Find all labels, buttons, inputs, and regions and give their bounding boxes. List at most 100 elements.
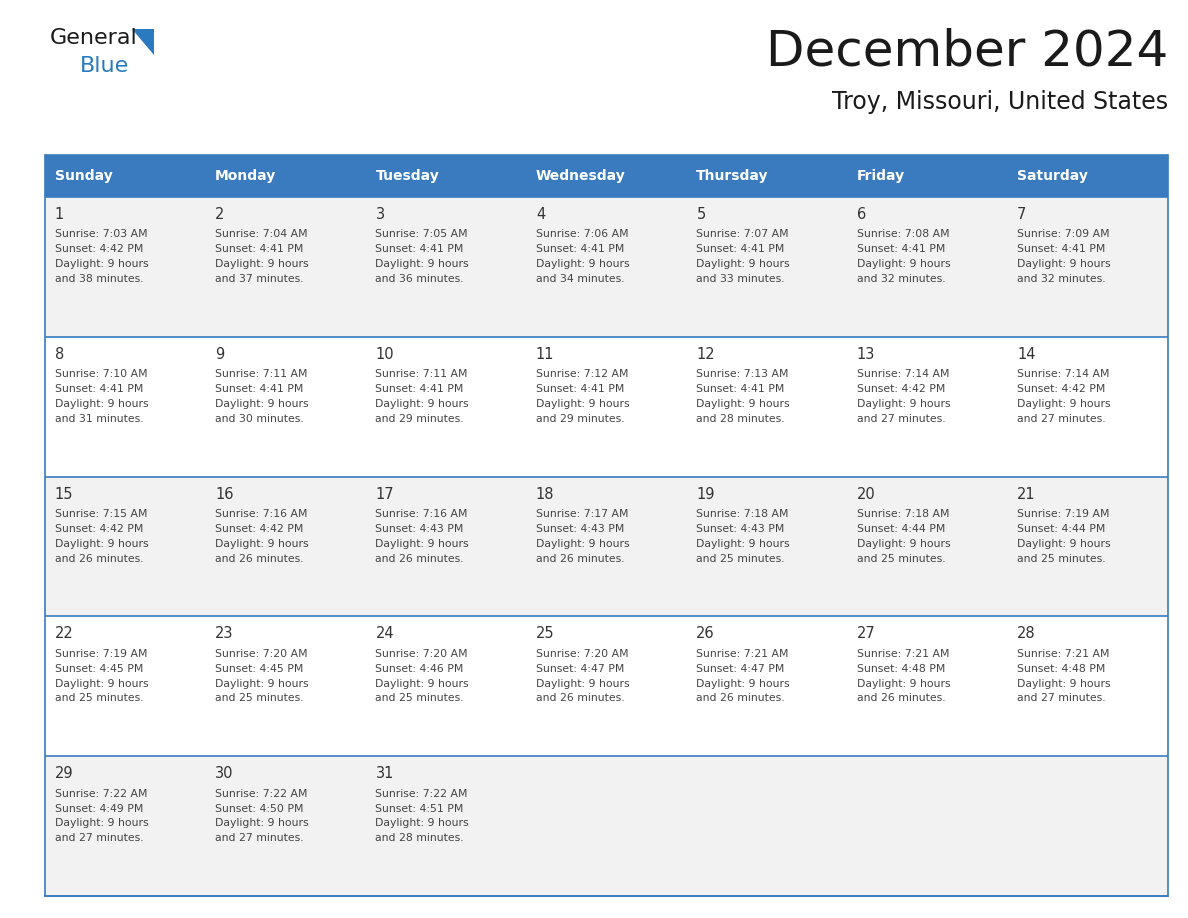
Text: Sunrise: 7:18 AM: Sunrise: 7:18 AM: [857, 509, 949, 519]
Text: and 26 minutes.: and 26 minutes.: [536, 693, 625, 703]
Text: Sunset: 4:45 PM: Sunset: 4:45 PM: [215, 664, 303, 674]
Text: 12: 12: [696, 347, 715, 362]
Text: Sunset: 4:46 PM: Sunset: 4:46 PM: [375, 664, 463, 674]
Text: Daylight: 9 hours: Daylight: 9 hours: [1017, 259, 1111, 269]
Text: Sunrise: 7:10 AM: Sunrise: 7:10 AM: [55, 369, 147, 379]
Bar: [847, 155, 1007, 197]
Text: Sunrise: 7:08 AM: Sunrise: 7:08 AM: [857, 230, 949, 240]
Bar: [45, 616, 206, 756]
Bar: [45, 197, 206, 337]
Text: Sunset: 4:41 PM: Sunset: 4:41 PM: [857, 244, 946, 254]
Text: 15: 15: [55, 487, 74, 501]
Text: Daylight: 9 hours: Daylight: 9 hours: [215, 539, 309, 549]
Text: Sunset: 4:43 PM: Sunset: 4:43 PM: [536, 524, 624, 534]
Bar: [206, 616, 366, 756]
Text: Sunrise: 7:22 AM: Sunrise: 7:22 AM: [55, 789, 147, 799]
Bar: [366, 756, 526, 896]
Text: Sunset: 4:41 PM: Sunset: 4:41 PM: [696, 244, 785, 254]
Text: and 34 minutes.: and 34 minutes.: [536, 274, 625, 284]
Bar: [45, 337, 206, 476]
Text: Sunset: 4:43 PM: Sunset: 4:43 PM: [696, 524, 785, 534]
Text: Sunrise: 7:09 AM: Sunrise: 7:09 AM: [1017, 230, 1110, 240]
Text: Sunset: 4:41 PM: Sunset: 4:41 PM: [375, 244, 463, 254]
Text: and 36 minutes.: and 36 minutes.: [375, 274, 465, 284]
Text: Sunrise: 7:07 AM: Sunrise: 7:07 AM: [696, 230, 789, 240]
Bar: [206, 476, 366, 616]
Text: Sunrise: 7:22 AM: Sunrise: 7:22 AM: [215, 789, 308, 799]
Text: and 26 minutes.: and 26 minutes.: [55, 554, 144, 564]
Text: 28: 28: [1017, 626, 1036, 642]
Bar: [1007, 476, 1168, 616]
Text: Sunrise: 7:14 AM: Sunrise: 7:14 AM: [857, 369, 949, 379]
Bar: [687, 155, 847, 197]
Text: Sunrise: 7:11 AM: Sunrise: 7:11 AM: [215, 369, 308, 379]
Text: Sunset: 4:47 PM: Sunset: 4:47 PM: [536, 664, 624, 674]
Text: Thursday: Thursday: [696, 169, 769, 183]
Text: Daylight: 9 hours: Daylight: 9 hours: [55, 399, 148, 409]
Text: and 27 minutes.: and 27 minutes.: [55, 834, 144, 843]
Text: and 25 minutes.: and 25 minutes.: [55, 693, 144, 703]
Bar: [1007, 616, 1168, 756]
Text: Sunday: Sunday: [55, 169, 113, 183]
Bar: [366, 337, 526, 476]
Bar: [526, 476, 687, 616]
Text: Sunset: 4:41 PM: Sunset: 4:41 PM: [536, 244, 624, 254]
Text: and 32 minutes.: and 32 minutes.: [857, 274, 946, 284]
Text: 25: 25: [536, 626, 555, 642]
Text: Sunrise: 7:13 AM: Sunrise: 7:13 AM: [696, 369, 789, 379]
Bar: [687, 197, 847, 337]
Text: Daylight: 9 hours: Daylight: 9 hours: [696, 678, 790, 688]
Text: Daylight: 9 hours: Daylight: 9 hours: [857, 259, 950, 269]
Text: 11: 11: [536, 347, 555, 362]
Text: Sunrise: 7:17 AM: Sunrise: 7:17 AM: [536, 509, 628, 519]
Text: 8: 8: [55, 347, 64, 362]
Bar: [847, 337, 1007, 476]
Text: 21: 21: [1017, 487, 1036, 501]
Text: Sunrise: 7:03 AM: Sunrise: 7:03 AM: [55, 230, 147, 240]
Bar: [526, 756, 687, 896]
Text: Sunset: 4:42 PM: Sunset: 4:42 PM: [55, 524, 143, 534]
Text: Wednesday: Wednesday: [536, 169, 626, 183]
Text: Sunrise: 7:06 AM: Sunrise: 7:06 AM: [536, 230, 628, 240]
Text: Daylight: 9 hours: Daylight: 9 hours: [375, 399, 469, 409]
Text: and 26 minutes.: and 26 minutes.: [375, 554, 465, 564]
Text: Blue: Blue: [80, 56, 129, 76]
Text: Sunset: 4:41 PM: Sunset: 4:41 PM: [1017, 244, 1106, 254]
Text: 24: 24: [375, 626, 394, 642]
Text: and 29 minutes.: and 29 minutes.: [375, 414, 465, 424]
Bar: [206, 337, 366, 476]
Text: Sunrise: 7:21 AM: Sunrise: 7:21 AM: [696, 649, 789, 659]
Bar: [847, 476, 1007, 616]
Text: Sunrise: 7:20 AM: Sunrise: 7:20 AM: [375, 649, 468, 659]
Bar: [526, 155, 687, 197]
Text: 10: 10: [375, 347, 394, 362]
Bar: [366, 197, 526, 337]
Bar: [687, 476, 847, 616]
Text: and 25 minutes.: and 25 minutes.: [857, 554, 946, 564]
Text: Sunset: 4:42 PM: Sunset: 4:42 PM: [857, 384, 946, 394]
Text: 13: 13: [857, 347, 876, 362]
Text: 7: 7: [1017, 207, 1026, 222]
Text: Daylight: 9 hours: Daylight: 9 hours: [375, 539, 469, 549]
Text: Tuesday: Tuesday: [375, 169, 440, 183]
Text: Daylight: 9 hours: Daylight: 9 hours: [215, 818, 309, 828]
Bar: [206, 756, 366, 896]
Bar: [45, 476, 206, 616]
Text: Sunset: 4:42 PM: Sunset: 4:42 PM: [215, 524, 303, 534]
Text: Daylight: 9 hours: Daylight: 9 hours: [536, 678, 630, 688]
Text: and 27 minutes.: and 27 minutes.: [857, 414, 946, 424]
Text: 26: 26: [696, 626, 715, 642]
Text: Sunset: 4:41 PM: Sunset: 4:41 PM: [215, 244, 303, 254]
Text: Friday: Friday: [857, 169, 905, 183]
Bar: [366, 155, 526, 197]
Text: 14: 14: [1017, 347, 1036, 362]
Text: 3: 3: [375, 207, 385, 222]
Text: and 27 minutes.: and 27 minutes.: [215, 834, 304, 843]
Text: Sunset: 4:43 PM: Sunset: 4:43 PM: [375, 524, 463, 534]
Text: Sunrise: 7:11 AM: Sunrise: 7:11 AM: [375, 369, 468, 379]
Text: Sunset: 4:41 PM: Sunset: 4:41 PM: [696, 384, 785, 394]
Bar: [687, 616, 847, 756]
Text: Sunrise: 7:14 AM: Sunrise: 7:14 AM: [1017, 369, 1110, 379]
Text: and 30 minutes.: and 30 minutes.: [215, 414, 304, 424]
Text: Sunset: 4:41 PM: Sunset: 4:41 PM: [55, 384, 143, 394]
